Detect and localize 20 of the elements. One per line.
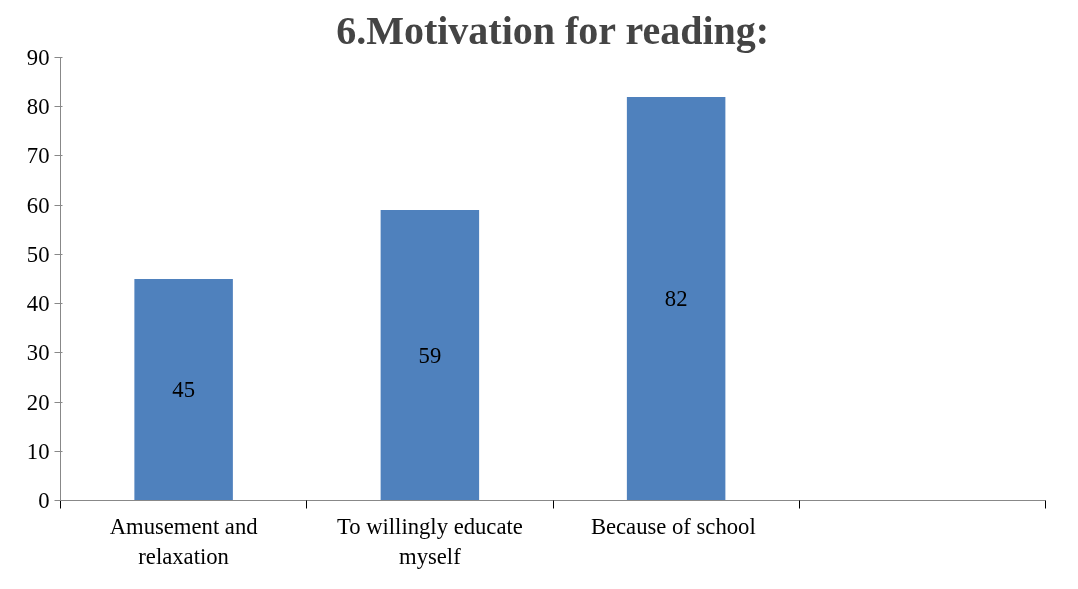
x-tick-label: Amusement and relaxation <box>109 513 259 569</box>
y-tick-label: 80 <box>26 94 50 120</box>
y-tick-label: 40 <box>26 291 50 317</box>
data-label: 82 <box>664 286 688 312</box>
bar <box>134 279 233 501</box>
y-tick-label: 60 <box>26 192 50 218</box>
y-tick-label: 30 <box>26 340 50 366</box>
y-tick-label: 10 <box>26 438 50 464</box>
bar <box>626 96 726 501</box>
y-tick-label: 90 <box>26 45 50 70</box>
y-tick-label: 50 <box>26 241 50 267</box>
x-tick-label: To willingly educate myself <box>336 513 523 569</box>
data-label: 45 <box>172 377 195 403</box>
y-tick-label: 20 <box>26 389 50 415</box>
bar <box>380 210 480 501</box>
y-tick-label: 0 <box>38 488 50 513</box>
data-label: 59 <box>418 342 442 368</box>
chart-title: 6.Motivation for reading: <box>336 7 770 53</box>
x-tick-label: Because of school <box>590 513 756 539</box>
y-tick-label: 70 <box>26 143 50 169</box>
